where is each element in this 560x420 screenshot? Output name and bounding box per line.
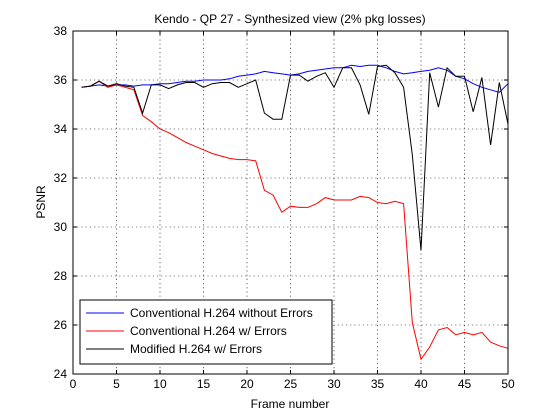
series-lines [81, 64, 509, 361]
legend-label-modified: Modified H.264 w/ Errors [130, 342, 262, 356]
x-tick-label: 40 [414, 377, 428, 391]
x-axis-ticks: 0 5 10 15 20 25 30 35 40 45 50 [70, 31, 515, 391]
y-tick-label: 36 [54, 73, 68, 87]
legend-label-no-errors: Conventional H.264 without Errors [130, 306, 313, 320]
y-tick-label: 28 [54, 269, 68, 283]
y-tick-label: 34 [54, 122, 68, 136]
series-line-2 [81, 80, 509, 361]
x-tick-label: 15 [197, 377, 211, 391]
y-tick-label: 30 [54, 220, 68, 234]
x-tick-label: 35 [371, 377, 385, 391]
x-tick-label: 25 [284, 377, 298, 391]
x-axis-label: Frame number [251, 397, 330, 411]
y-tick-label: 24 [54, 367, 68, 381]
y-tick-label: 38 [54, 24, 68, 38]
x-tick-label: 5 [113, 377, 120, 391]
series-line-3 [81, 64, 509, 251]
y-tick-label: 32 [54, 171, 68, 185]
x-tick-label: 0 [70, 377, 77, 391]
y-tick-label: 26 [54, 318, 68, 332]
y-axis-ticks: 24 26 28 30 32 34 36 38 [54, 24, 508, 381]
x-tick-label: 50 [501, 377, 515, 391]
legend-label-with-errors: Conventional H.264 w/ Errors [130, 324, 287, 338]
legend: Conventional H.264 without Errors Conven… [79, 299, 333, 365]
legend-box [79, 299, 333, 365]
x-tick-label: 10 [153, 377, 167, 391]
x-tick-label: 20 [240, 377, 254, 391]
x-tick-label: 30 [327, 377, 341, 391]
y-axis-label: PSNR [34, 185, 48, 219]
chart-title: Kendo - QP 27 - Synthesized view (2% pkg… [154, 12, 425, 26]
x-tick-label: 45 [458, 377, 472, 391]
